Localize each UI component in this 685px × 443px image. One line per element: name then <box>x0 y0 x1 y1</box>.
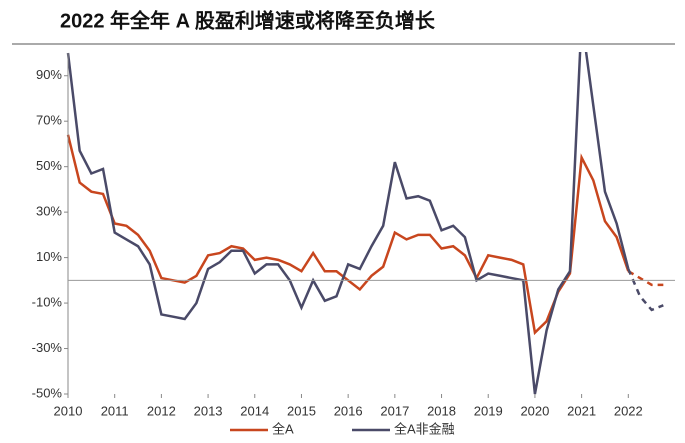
x-tick-label: 2013 <box>194 403 223 418</box>
x-tick-label: 2014 <box>240 403 269 418</box>
x-tick-label: 2011 <box>101 403 129 418</box>
chart-title: 2022 年全年 A 股盈利增速或将降至负增长 <box>60 8 436 32</box>
y-tick-label: -10% <box>32 295 63 310</box>
x-tick-label: 2010 <box>54 403 83 418</box>
x-tick-label: 2015 <box>287 403 316 418</box>
legend-label: 全A <box>272 421 294 436</box>
x-tick-label: 2019 <box>474 403 503 418</box>
series-line <box>66 52 630 395</box>
y-tick-label: 90% <box>36 67 62 82</box>
x-tick-label: 2022 <box>614 403 643 418</box>
y-tick-label: 10% <box>36 249 62 264</box>
x-tick-label: 2012 <box>147 403 176 418</box>
x-tick-label: 2016 <box>334 403 363 418</box>
x-tick-label: 2018 <box>427 403 456 418</box>
series-line-forecast <box>627 268 664 312</box>
y-tick-label: -30% <box>32 340 63 355</box>
y-tick-label: 70% <box>36 113 62 128</box>
x-tick-label: 2021 <box>567 403 596 418</box>
y-tick-label: 30% <box>36 204 62 219</box>
series-line <box>66 134 630 336</box>
y-tick-label: -50% <box>32 385 63 400</box>
plot <box>66 52 664 395</box>
x-tick-label: 2017 <box>380 403 409 418</box>
y-tick-label: 50% <box>36 158 62 173</box>
legend-label: 全A非金融 <box>394 421 455 436</box>
x-tick-label: 2020 <box>520 403 549 418</box>
